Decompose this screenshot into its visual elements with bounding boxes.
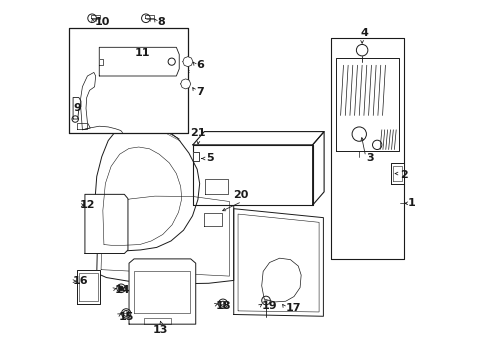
- Polygon shape: [192, 145, 312, 205]
- Polygon shape: [85, 194, 128, 253]
- Polygon shape: [180, 79, 190, 89]
- Polygon shape: [312, 132, 324, 205]
- Text: 14: 14: [115, 285, 130, 296]
- Text: 1: 1: [407, 198, 415, 208]
- Text: 12: 12: [80, 200, 95, 210]
- Text: 20: 20: [233, 190, 248, 200]
- Text: 18: 18: [215, 301, 231, 311]
- Text: 2: 2: [400, 170, 407, 180]
- Text: 11: 11: [135, 48, 150, 58]
- Text: 19: 19: [261, 301, 277, 311]
- Polygon shape: [183, 57, 192, 67]
- Text: 5: 5: [205, 153, 213, 163]
- Polygon shape: [204, 213, 222, 226]
- Polygon shape: [261, 258, 301, 302]
- Text: 17: 17: [285, 303, 301, 314]
- Polygon shape: [335, 58, 398, 151]
- Polygon shape: [69, 28, 187, 134]
- Polygon shape: [99, 59, 103, 65]
- Text: 13: 13: [152, 325, 167, 335]
- Polygon shape: [91, 15, 100, 18]
- Polygon shape: [77, 270, 100, 304]
- Polygon shape: [94, 121, 199, 252]
- Text: 21: 21: [190, 128, 205, 138]
- Polygon shape: [145, 15, 153, 18]
- Polygon shape: [390, 163, 404, 184]
- Polygon shape: [77, 123, 86, 129]
- Text: 3: 3: [366, 153, 373, 163]
- Text: 15: 15: [118, 312, 133, 322]
- Polygon shape: [73, 98, 81, 119]
- Polygon shape: [99, 47, 179, 76]
- Polygon shape: [233, 209, 323, 316]
- Polygon shape: [192, 132, 324, 145]
- Polygon shape: [97, 190, 233, 284]
- Polygon shape: [330, 39, 403, 259]
- Circle shape: [119, 286, 123, 291]
- Text: 9: 9: [73, 103, 81, 113]
- Text: 6: 6: [196, 60, 203, 70]
- Text: 7: 7: [196, 87, 203, 97]
- Text: 4: 4: [360, 28, 368, 39]
- Polygon shape: [192, 152, 198, 161]
- Text: 10: 10: [94, 17, 110, 27]
- Text: 8: 8: [158, 17, 165, 27]
- Polygon shape: [204, 179, 228, 194]
- Polygon shape: [129, 259, 195, 324]
- Text: 16: 16: [73, 276, 88, 286]
